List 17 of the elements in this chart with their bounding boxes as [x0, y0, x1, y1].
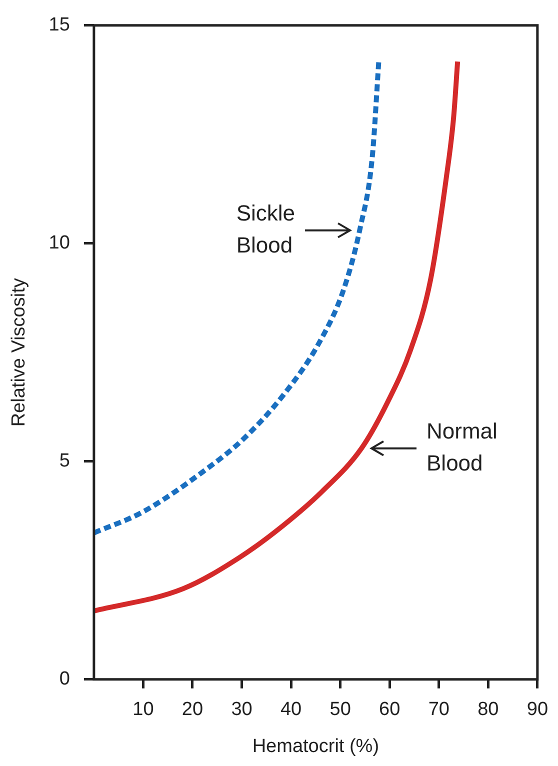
x-tick-label: 60: [379, 699, 400, 720]
y-tick-label: 5: [59, 450, 70, 472]
y-axis-title: Relative Viscosity: [8, 278, 30, 427]
x-tick-label: 40: [280, 699, 302, 720]
x-tick-label: 90: [526, 699, 548, 720]
y-tick-label: 15: [48, 14, 70, 36]
x-tick-label: 20: [182, 699, 204, 720]
x-tick-label: 50: [330, 699, 351, 720]
x-tick-label: 10: [132, 699, 154, 720]
x-tick-label: 30: [231, 699, 252, 720]
annotation: Sickle Blood: [236, 200, 296, 258]
annotation: Normal Blood: [426, 418, 498, 476]
x-tick-label: 70: [428, 699, 450, 720]
y-tick-label: 10: [48, 232, 70, 254]
y-tick-label: 0: [59, 668, 70, 690]
x-axis-title: Hematocrit (%): [252, 736, 380, 757]
x-tick-label: 80: [478, 699, 499, 720]
